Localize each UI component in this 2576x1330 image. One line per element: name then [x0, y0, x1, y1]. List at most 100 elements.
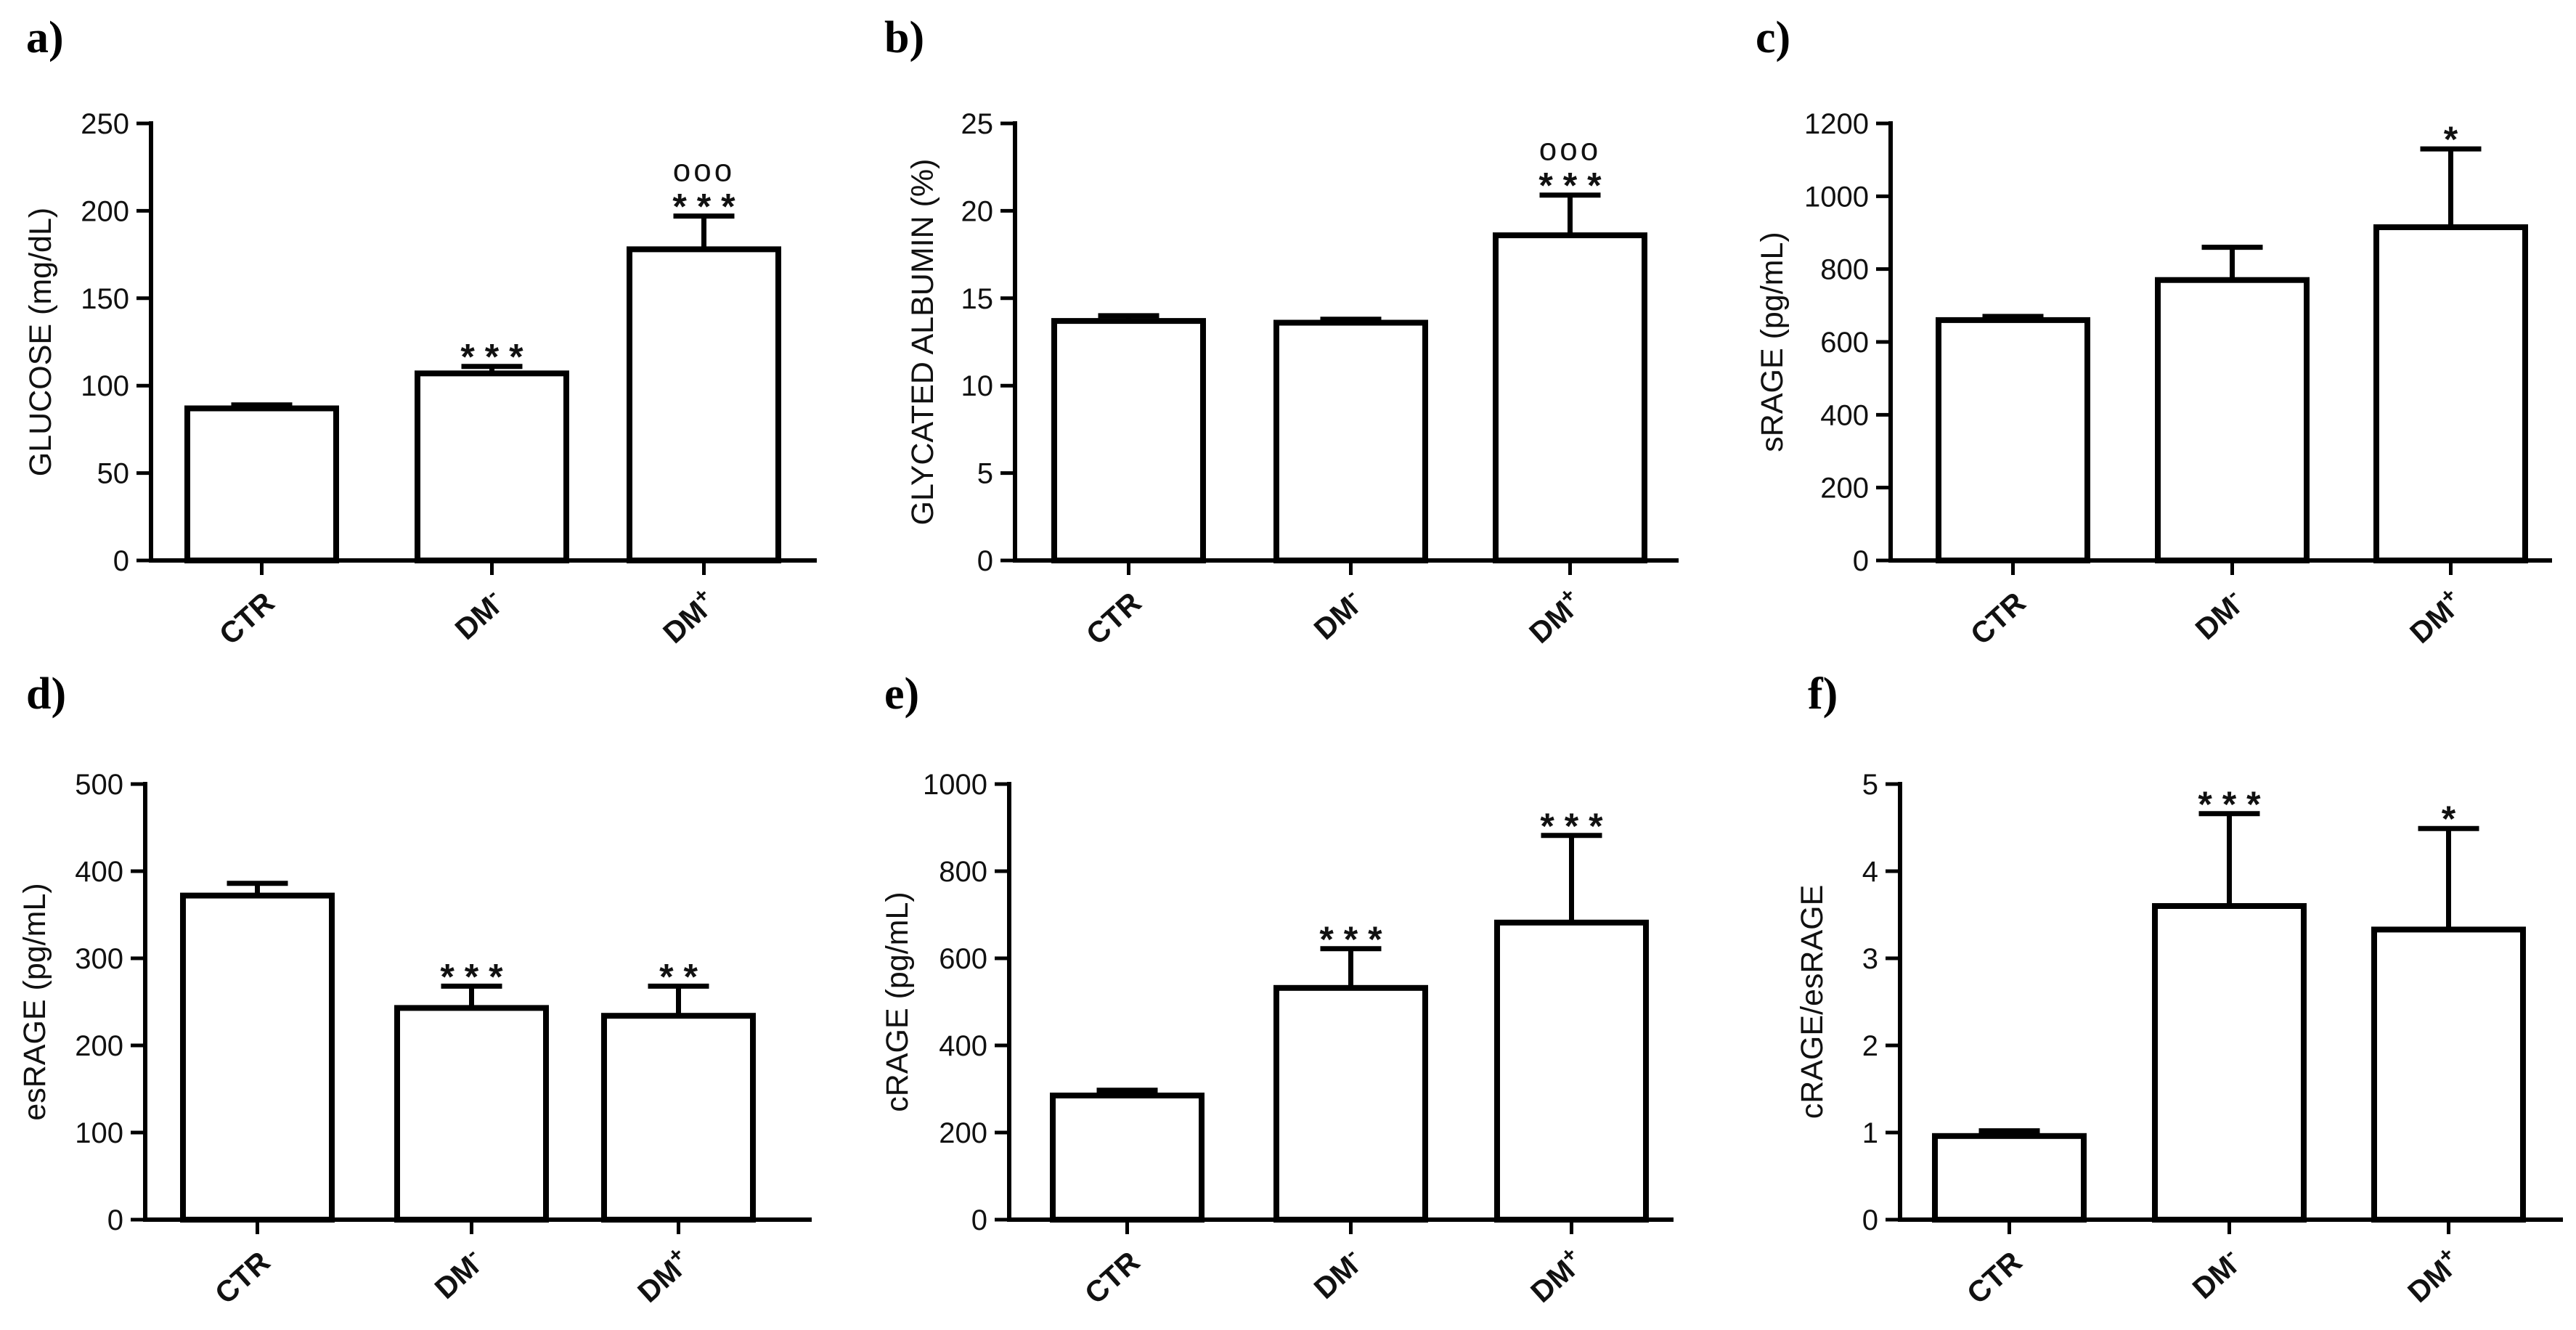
y-tick-label: 20 — [961, 195, 994, 227]
category-label: DM+ — [654, 583, 723, 650]
panel-letter: f) — [1808, 669, 1838, 719]
y-tick-label: 0 — [977, 545, 993, 577]
y-tick-label: 0 — [1862, 1204, 1878, 1236]
y-tick-label: 800 — [939, 856, 987, 888]
significance-label: * — [2442, 799, 2456, 839]
y-tick-label: 1000 — [923, 769, 987, 801]
bar-ctr — [1050, 1093, 1205, 1223]
significance-label-2: ooo — [1539, 132, 1601, 168]
panel-letter: e) — [884, 669, 919, 719]
y-tick-label: 5 — [1862, 769, 1878, 801]
category-label: DM+ — [629, 1242, 698, 1309]
y-tick-label: 0 — [971, 1204, 987, 1236]
category-label: DM- — [426, 1242, 491, 1305]
chart-panel-3: c) 0 200 400 600 800 1000 1200 sRAGE (pg/mL) CTR D… — [1755, 13, 2552, 651]
category-label: CTR — [1080, 586, 1147, 652]
chart-panel-6: f) 0 1 2 3 4 5 cRAGE/esRAGE CTR DM- * * * DM+ * — [1795, 669, 2563, 1310]
bar-ctr — [1051, 318, 1206, 563]
panel-letter: b) — [884, 13, 924, 62]
category-label: DM- — [2187, 583, 2251, 646]
y-tick-label: 100 — [75, 1117, 123, 1149]
category-label: CTR — [213, 586, 280, 652]
y-tick-label: 150 — [81, 283, 129, 315]
significance-label: * * * — [460, 337, 523, 378]
y-tick-label: 600 — [1820, 327, 1869, 359]
y-tick-label: 600 — [939, 943, 987, 975]
y-axis-label: cRAGE (pg/mL) — [880, 892, 915, 1111]
category-label: DM- — [1305, 583, 1370, 646]
category-label: CTR — [1078, 1245, 1146, 1311]
bar-dm-minus — [415, 370, 569, 563]
y-tick-label: 400 — [939, 1030, 987, 1062]
bar-dm-minus — [2155, 277, 2310, 563]
significance-label: * * * — [1538, 166, 1602, 206]
y-tick-label: 800 — [1820, 254, 1869, 286]
bar-dm-plus — [1494, 919, 1649, 1223]
significance-label: * * — [659, 956, 698, 997]
bar-dm-minus — [1273, 984, 1428, 1223]
category-label: DM+ — [2401, 583, 2470, 650]
y-tick-label: 4 — [1862, 856, 1878, 888]
y-tick-label: 2 — [1862, 1030, 1878, 1062]
category-label: DM- — [1305, 1242, 1370, 1305]
y-tick-label: 400 — [1820, 399, 1869, 431]
y-tick-label: 400 — [75, 856, 123, 888]
significance-label: * * * — [2198, 784, 2261, 825]
bar-dm-minus — [1273, 319, 1428, 563]
y-tick-label: 10 — [961, 370, 994, 402]
category-label: DM- — [2184, 1242, 2249, 1305]
y-tick-label: 500 — [75, 769, 123, 801]
chart-panel-4: d) 0 100 200 300 400 500 esRAGE (pg/mL) CTR DM- * … — [17, 669, 812, 1310]
bar-ctr — [184, 405, 339, 564]
y-tick-label: 1000 — [1804, 181, 1869, 213]
y-tick-label: 5 — [977, 458, 993, 490]
y-tick-label: 1200 — [1804, 108, 1869, 140]
y-tick-label: 0 — [113, 545, 129, 577]
category-label: DM- — [447, 583, 511, 646]
category-label: DM+ — [1520, 583, 1589, 650]
significance-label: * * * — [1319, 919, 1382, 960]
bar-ctr — [180, 892, 335, 1223]
y-tick-label: 200 — [1820, 473, 1869, 505]
y-tick-label: 0 — [107, 1204, 123, 1236]
y-tick-label: 15 — [961, 283, 994, 315]
significance-label: * * * — [440, 956, 503, 997]
bar-dm-minus — [394, 1005, 549, 1223]
y-tick-label: 3 — [1862, 943, 1878, 975]
bar-dm-plus — [2373, 224, 2528, 563]
category-label: DM+ — [1522, 1242, 1591, 1309]
bar-dm-plus — [1493, 232, 1647, 563]
significance-label: * * * — [1540, 806, 1603, 846]
category-label: CTR — [1960, 1245, 2028, 1311]
bar-ctr — [1936, 317, 2090, 563]
chart-panel-5: e) 0 200 400 600 800 1000 cRAGE (pg/mL) CTR DM- * … — [880, 669, 1674, 1310]
y-tick-label: 100 — [81, 370, 129, 402]
y-axis-label: sRAGE (pg/mL) — [1755, 232, 1790, 452]
bar-ctr — [1932, 1133, 2087, 1223]
y-axis-label: GLUCOSE (mg/dL) — [23, 208, 58, 476]
y-tick-label: 25 — [961, 108, 994, 140]
y-tick-label: 1 — [1862, 1117, 1878, 1149]
significance-label: * * * — [672, 187, 735, 227]
category-label: DM+ — [2399, 1242, 2468, 1309]
y-tick-label: 250 — [81, 108, 129, 140]
y-tick-label: 200 — [939, 1117, 987, 1149]
y-tick-label: 300 — [75, 943, 123, 975]
category-label: CTR — [1964, 586, 2031, 652]
bar-dm-plus — [2371, 926, 2526, 1223]
y-tick-label: 200 — [81, 195, 129, 227]
chart-panel-1: a) 0 50 100 150 200 250 GLUCOSE (mg/dL) CTR DM- * … — [23, 13, 817, 651]
y-axis-label: GLYCATED ALBUMIN (%) — [905, 159, 940, 526]
bar-dm-plus — [627, 246, 781, 563]
y-axis-label: cRAGE/esRAGE — [1795, 885, 1830, 1119]
panel-letter: a) — [26, 13, 64, 62]
chart-panel-2: b) 0 5 10 15 20 25 GLYCATED ALBUMIN (%) CTR DM- DM… — [884, 13, 1679, 651]
y-tick-label: 50 — [97, 458, 130, 490]
y-tick-label: 200 — [75, 1030, 123, 1062]
y-axis-label: esRAGE (pg/mL) — [17, 883, 52, 1120]
bar-dm-minus — [2152, 903, 2307, 1223]
significance-label-2: ooo — [673, 153, 735, 189]
bar-dm-plus — [601, 1013, 756, 1223]
panel-letter: d) — [26, 669, 66, 719]
